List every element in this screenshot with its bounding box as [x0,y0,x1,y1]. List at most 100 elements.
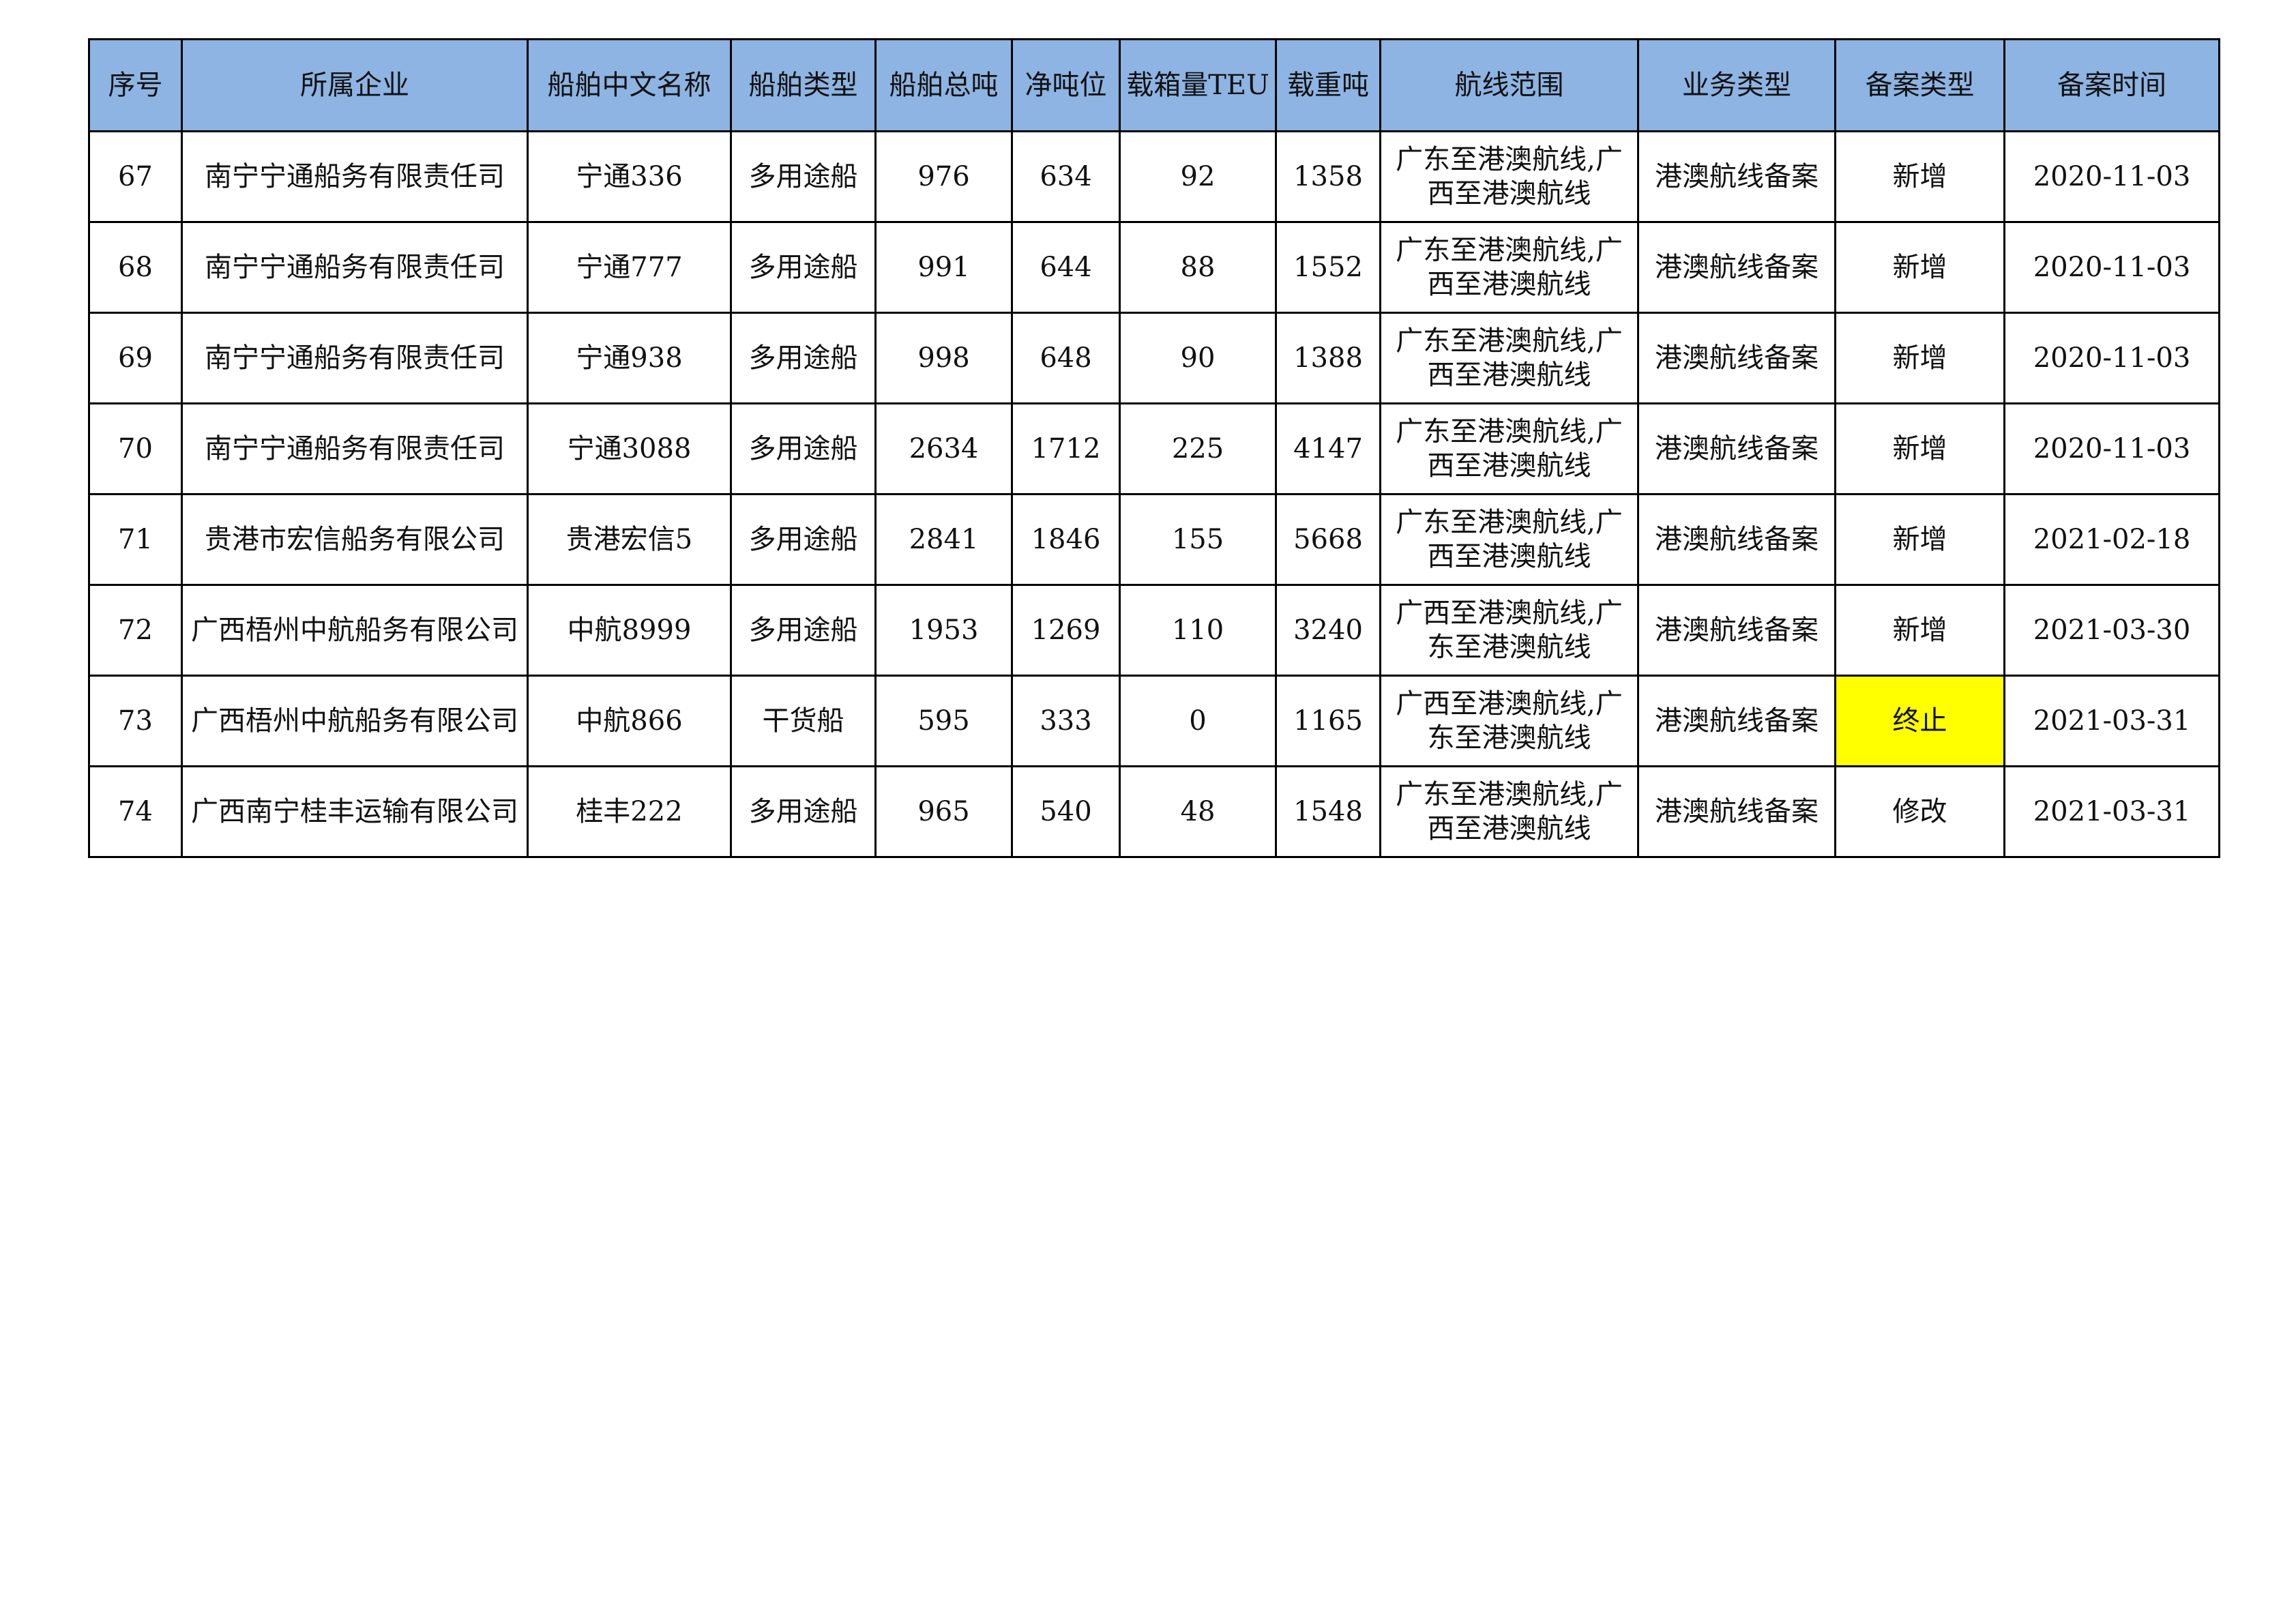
cell-company: 南宁宁通船务有限责任司 [181,312,529,404]
cell-company: 贵港市宏信船务有限公司 [181,493,529,586]
cell-route: 广东至港澳航线,广西至港澳航线 [1379,402,1639,495]
cell-ship-type: 多用途船 [730,493,877,586]
cell-deadweight: 1165 [1275,675,1381,767]
table-row: 74 广西南宁桂丰运输有限公司 桂丰222 多用途船 965 540 48 1548 广东至港澳… [88,765,2220,858]
cell-deadweight: 3240 [1275,584,1381,677]
header-deadweight: 载重吨 [1275,38,1381,132]
cell-ship-type: 多用途船 [730,130,877,223]
header-filing-type: 备案类型 [1834,38,2005,132]
cell-filing-type: 新增 [1834,312,2005,404]
cell-net-tonnage: 1712 [1011,402,1121,495]
header-ship-name: 船舶中文名称 [527,38,732,132]
cell-filing-date: 2021-02-18 [2003,493,2220,586]
cell-filing-date: 2020-11-03 [2003,402,2220,495]
header-company: 所属企业 [181,38,529,132]
cell-seq: 73 [88,675,183,767]
header-net-tonnage: 净吨位 [1011,38,1121,132]
cell-business-type: 港澳航线备案 [1637,402,1836,495]
cell-company: 广西南宁桂丰运输有限公司 [181,765,529,858]
header-business-type: 业务类型 [1637,38,1836,132]
cell-business-type: 港澳航线备案 [1637,221,1836,314]
cell-ship-type: 多用途船 [730,221,877,314]
cell-route: 广东至港澳航线,广西至港澳航线 [1379,221,1639,314]
cell-filing-date: 2020-11-03 [2003,312,2220,404]
header-gross-tonnage: 船舶总吨 [874,38,1013,132]
cell-seq: 69 [88,312,183,404]
cell-business-type: 港澳航线备案 [1637,765,1836,858]
cell-teu: 48 [1119,765,1277,858]
cell-seq: 67 [88,130,183,223]
cell-teu: 90 [1119,312,1277,404]
cell-teu: 110 [1119,584,1277,677]
cell-filing-date: 2021-03-31 [2003,765,2220,858]
header-filing-date: 备案时间 [2003,38,2220,132]
cell-ship-type: 多用途船 [730,402,877,495]
cell-seq: 71 [88,493,183,586]
cell-net-tonnage: 1269 [1011,584,1121,677]
cell-filing-date: 2020-11-03 [2003,130,2220,223]
cell-net-tonnage: 644 [1011,221,1121,314]
table-row: 69 南宁宁通船务有限责任司 宁通938 多用途船 998 648 90 1388 广东至港澳航… [88,312,2220,404]
cell-deadweight: 1358 [1275,130,1381,223]
cell-gross-tonnage: 1953 [874,584,1013,677]
cell-route: 广东至港澳航线,广西至港澳航线 [1379,765,1639,858]
cell-net-tonnage: 540 [1011,765,1121,858]
cell-teu: 92 [1119,130,1277,223]
cell-ship-name: 宁通777 [527,221,732,314]
cell-filing-type: 新增 [1834,584,2005,677]
cell-seq: 68 [88,221,183,314]
table-row: 73 广西梧州中航船务有限公司 中航866 干货船 595 333 0 1165 广西至港澳航线… [88,675,2220,767]
table-row: 72 广西梧州中航船务有限公司 中航8999 多用途船 1953 1269 110 3240 广… [88,584,2220,677]
cell-company: 南宁宁通船务有限责任司 [181,402,529,495]
cell-deadweight: 1548 [1275,765,1381,858]
cell-gross-tonnage: 998 [874,312,1013,404]
cell-company: 南宁宁通船务有限责任司 [181,221,529,314]
cell-ship-name: 宁通336 [527,130,732,223]
cell-net-tonnage: 648 [1011,312,1121,404]
cell-seq: 72 [88,584,183,677]
cell-business-type: 港澳航线备案 [1637,130,1836,223]
cell-ship-name: 中航866 [527,675,732,767]
cell-company: 广西梧州中航船务有限公司 [181,584,529,677]
cell-teu: 88 [1119,221,1277,314]
table-row: 68 南宁宁通船务有限责任司 宁通777 多用途船 991 644 88 1552 广东至港澳航… [88,221,2220,314]
cell-seq: 70 [88,402,183,495]
header-teu: 载箱量TEU [1119,38,1277,132]
cell-net-tonnage: 1846 [1011,493,1121,586]
cell-ship-name: 桂丰222 [527,765,732,858]
cell-filing-type: 修改 [1834,765,2005,858]
cell-filing-type: 新增 [1834,221,2005,314]
cell-gross-tonnage: 991 [874,221,1013,314]
cell-route: 广东至港澳航线,广西至港澳航线 [1379,312,1639,404]
cell-gross-tonnage: 2841 [874,493,1013,586]
cell-gross-tonnage: 976 [874,130,1013,223]
cell-business-type: 港澳航线备案 [1637,312,1836,404]
cell-ship-name: 宁通938 [527,312,732,404]
cell-route: 广西至港澳航线,广东至港澳航线 [1379,675,1639,767]
cell-ship-name: 宁通3088 [527,402,732,495]
cell-company: 南宁宁通船务有限责任司 [181,130,529,223]
cell-teu: 225 [1119,402,1277,495]
cell-gross-tonnage: 595 [874,675,1013,767]
cell-teu: 155 [1119,493,1277,586]
table-row: 71 贵港市宏信船务有限公司 贵港宏信5 多用途船 2841 1846 155 5668 广东至… [88,493,2220,586]
cell-business-type: 港澳航线备案 [1637,584,1836,677]
cell-ship-type: 干货船 [730,675,877,767]
cell-deadweight: 1388 [1275,312,1381,404]
header-row: 序号 所属企业 船舶中文名称 船舶类型 船舶总吨 净吨位 载箱量TEU 载重吨 航线范围 业务类型… [88,38,2220,132]
cell-filing-date: 2021-03-31 [2003,675,2220,767]
cell-gross-tonnage: 2634 [874,402,1013,495]
cell-route: 广东至港澳航线,广西至港澳航线 [1379,493,1639,586]
header-ship-type: 船舶类型 [730,38,877,132]
cell-business-type: 港澳航线备案 [1637,675,1836,767]
cell-filing-date: 2021-03-30 [2003,584,2220,677]
cell-filing-type: 新增 [1834,493,2005,586]
cell-net-tonnage: 634 [1011,130,1121,223]
cell-gross-tonnage: 965 [874,765,1013,858]
cell-filing-type: 终止 [1834,675,2005,767]
cell-ship-type: 多用途船 [730,312,877,404]
table-row: 70 南宁宁通船务有限责任司 宁通3088 多用途船 2634 1712 225 4147 广东… [88,402,2220,495]
cell-ship-name: 贵港宏信5 [527,493,732,586]
cell-deadweight: 4147 [1275,402,1381,495]
cell-filing-type: 新增 [1834,402,2005,495]
